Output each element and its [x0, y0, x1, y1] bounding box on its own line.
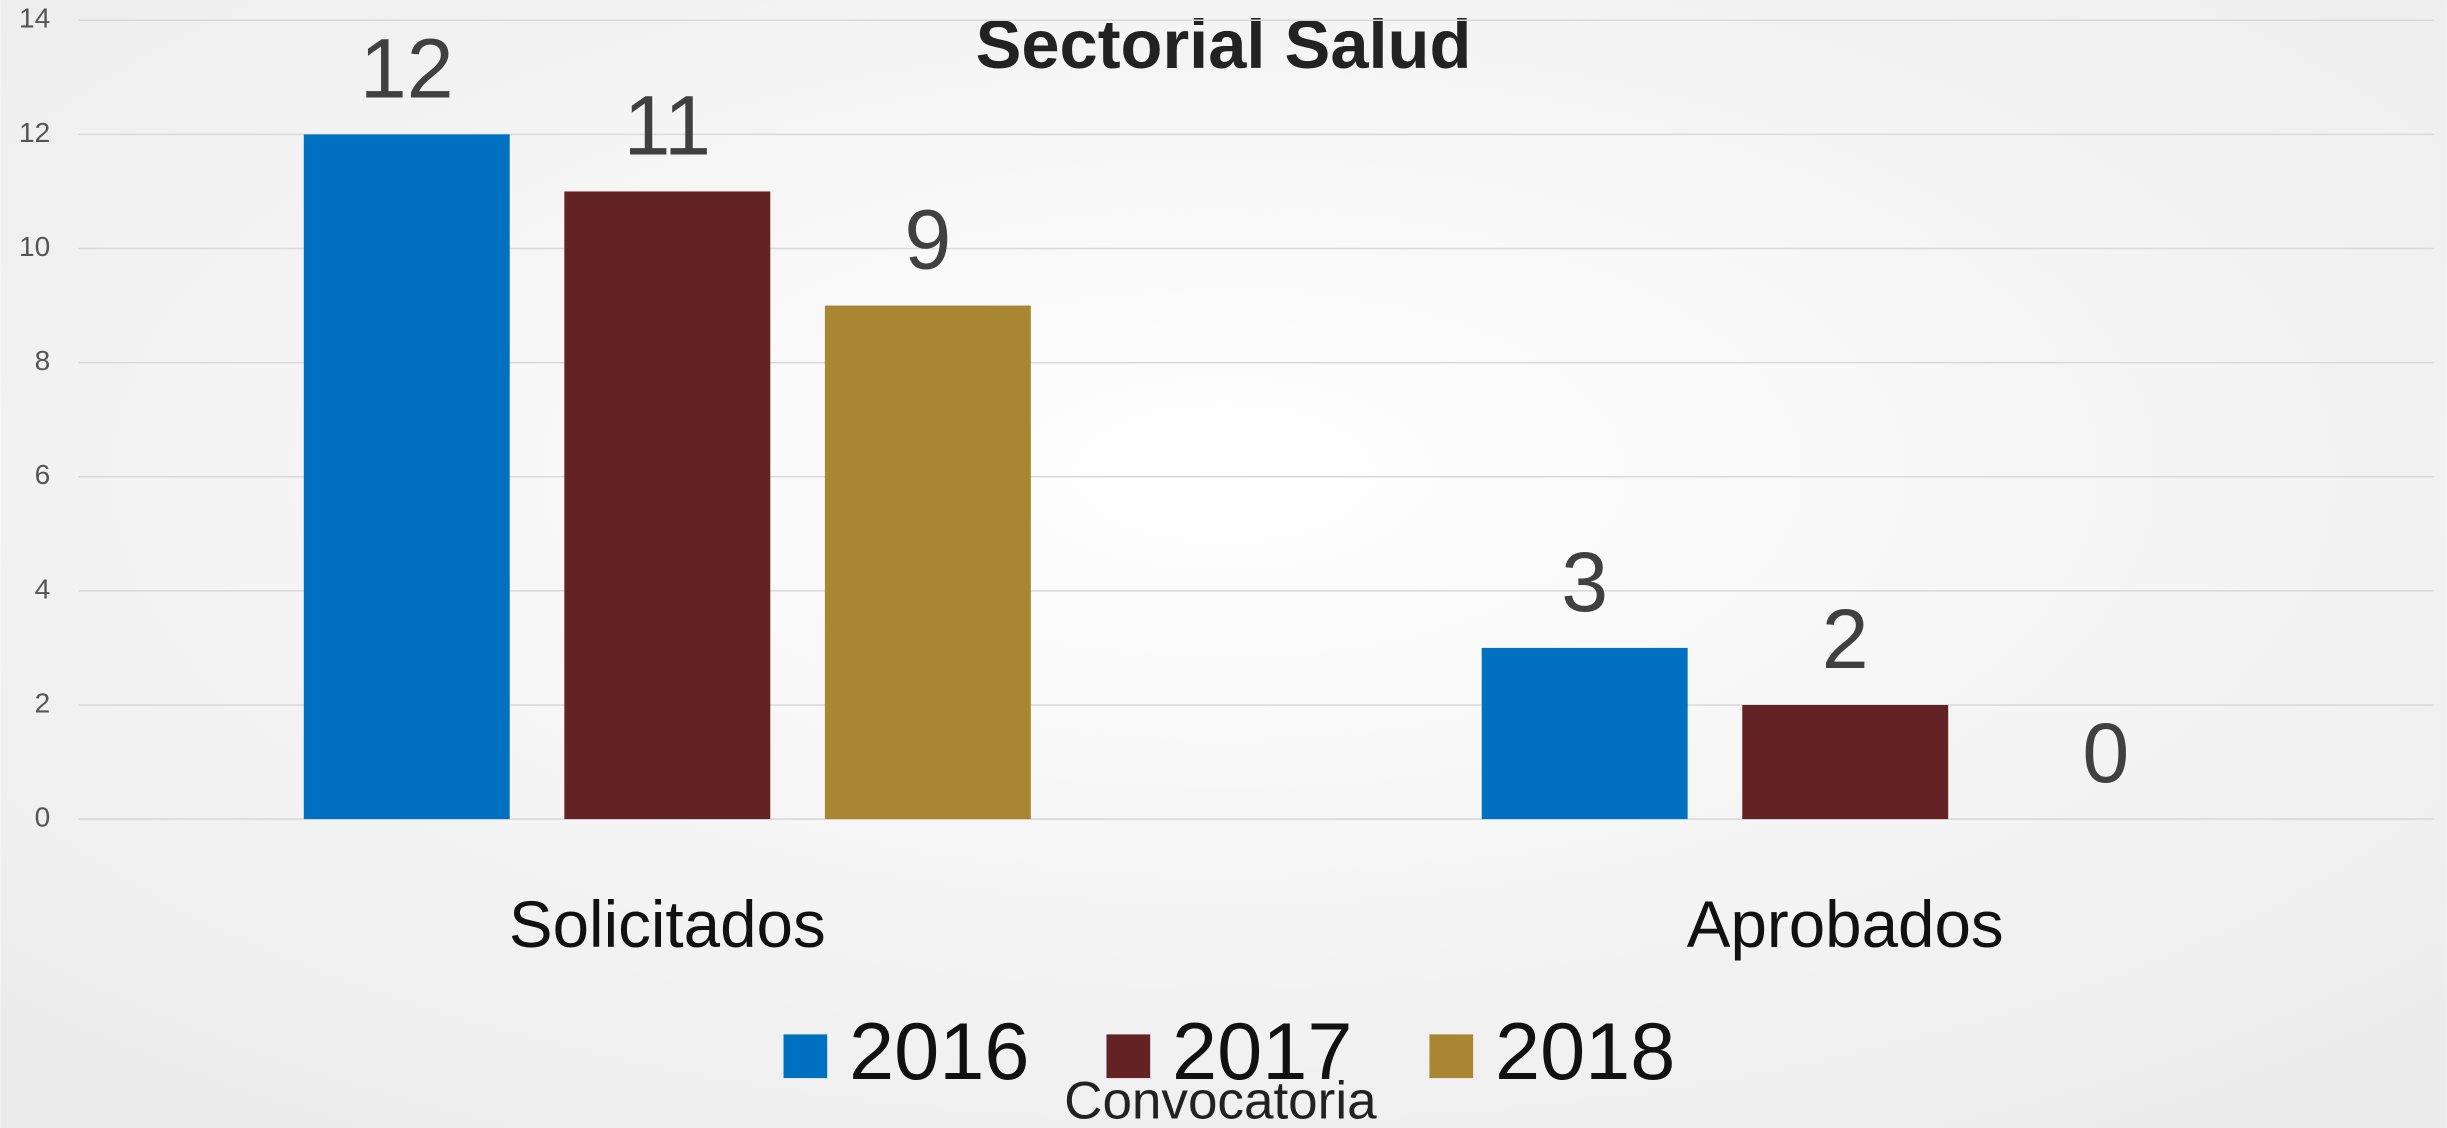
legend-swatch: [1429, 1034, 1474, 1079]
bar: [564, 191, 771, 820]
legend-label: 2017: [1172, 1007, 1352, 1097]
bar: [303, 134, 510, 820]
y-tick-label: 0: [35, 802, 51, 833]
bar: [1481, 647, 1688, 820]
y-tick-label: 6: [35, 459, 51, 490]
y-tick-label: 2: [35, 687, 51, 718]
legend-label: 2018: [1495, 1007, 1675, 1097]
x-tick-label: Aprobados: [1687, 888, 2004, 961]
chart-title: Sectorial Salud: [976, 6, 1472, 83]
y-tick-label: 14: [19, 3, 50, 34]
bar: [1742, 704, 1949, 820]
y-tick-label: 4: [35, 573, 51, 604]
bar: [824, 305, 1031, 820]
data-label: 3: [1561, 535, 1608, 629]
data-label: 2: [1822, 592, 1869, 686]
y-tick-label: 12: [19, 117, 50, 148]
x-tick-label: Solicitados: [509, 888, 826, 961]
data-label: 12: [360, 21, 454, 115]
x-axis-label: Convocatoria: [1064, 1072, 1377, 1128]
data-label: 11: [624, 78, 711, 172]
y-tick-label: 8: [35, 345, 51, 376]
data-label: 9: [904, 193, 951, 287]
data-label: 0: [2082, 706, 2129, 800]
legend-swatch: [1106, 1034, 1151, 1079]
legend-label: 2016: [849, 1007, 1029, 1097]
y-tick-label: 10: [19, 231, 50, 262]
legend-swatch: [783, 1034, 828, 1079]
